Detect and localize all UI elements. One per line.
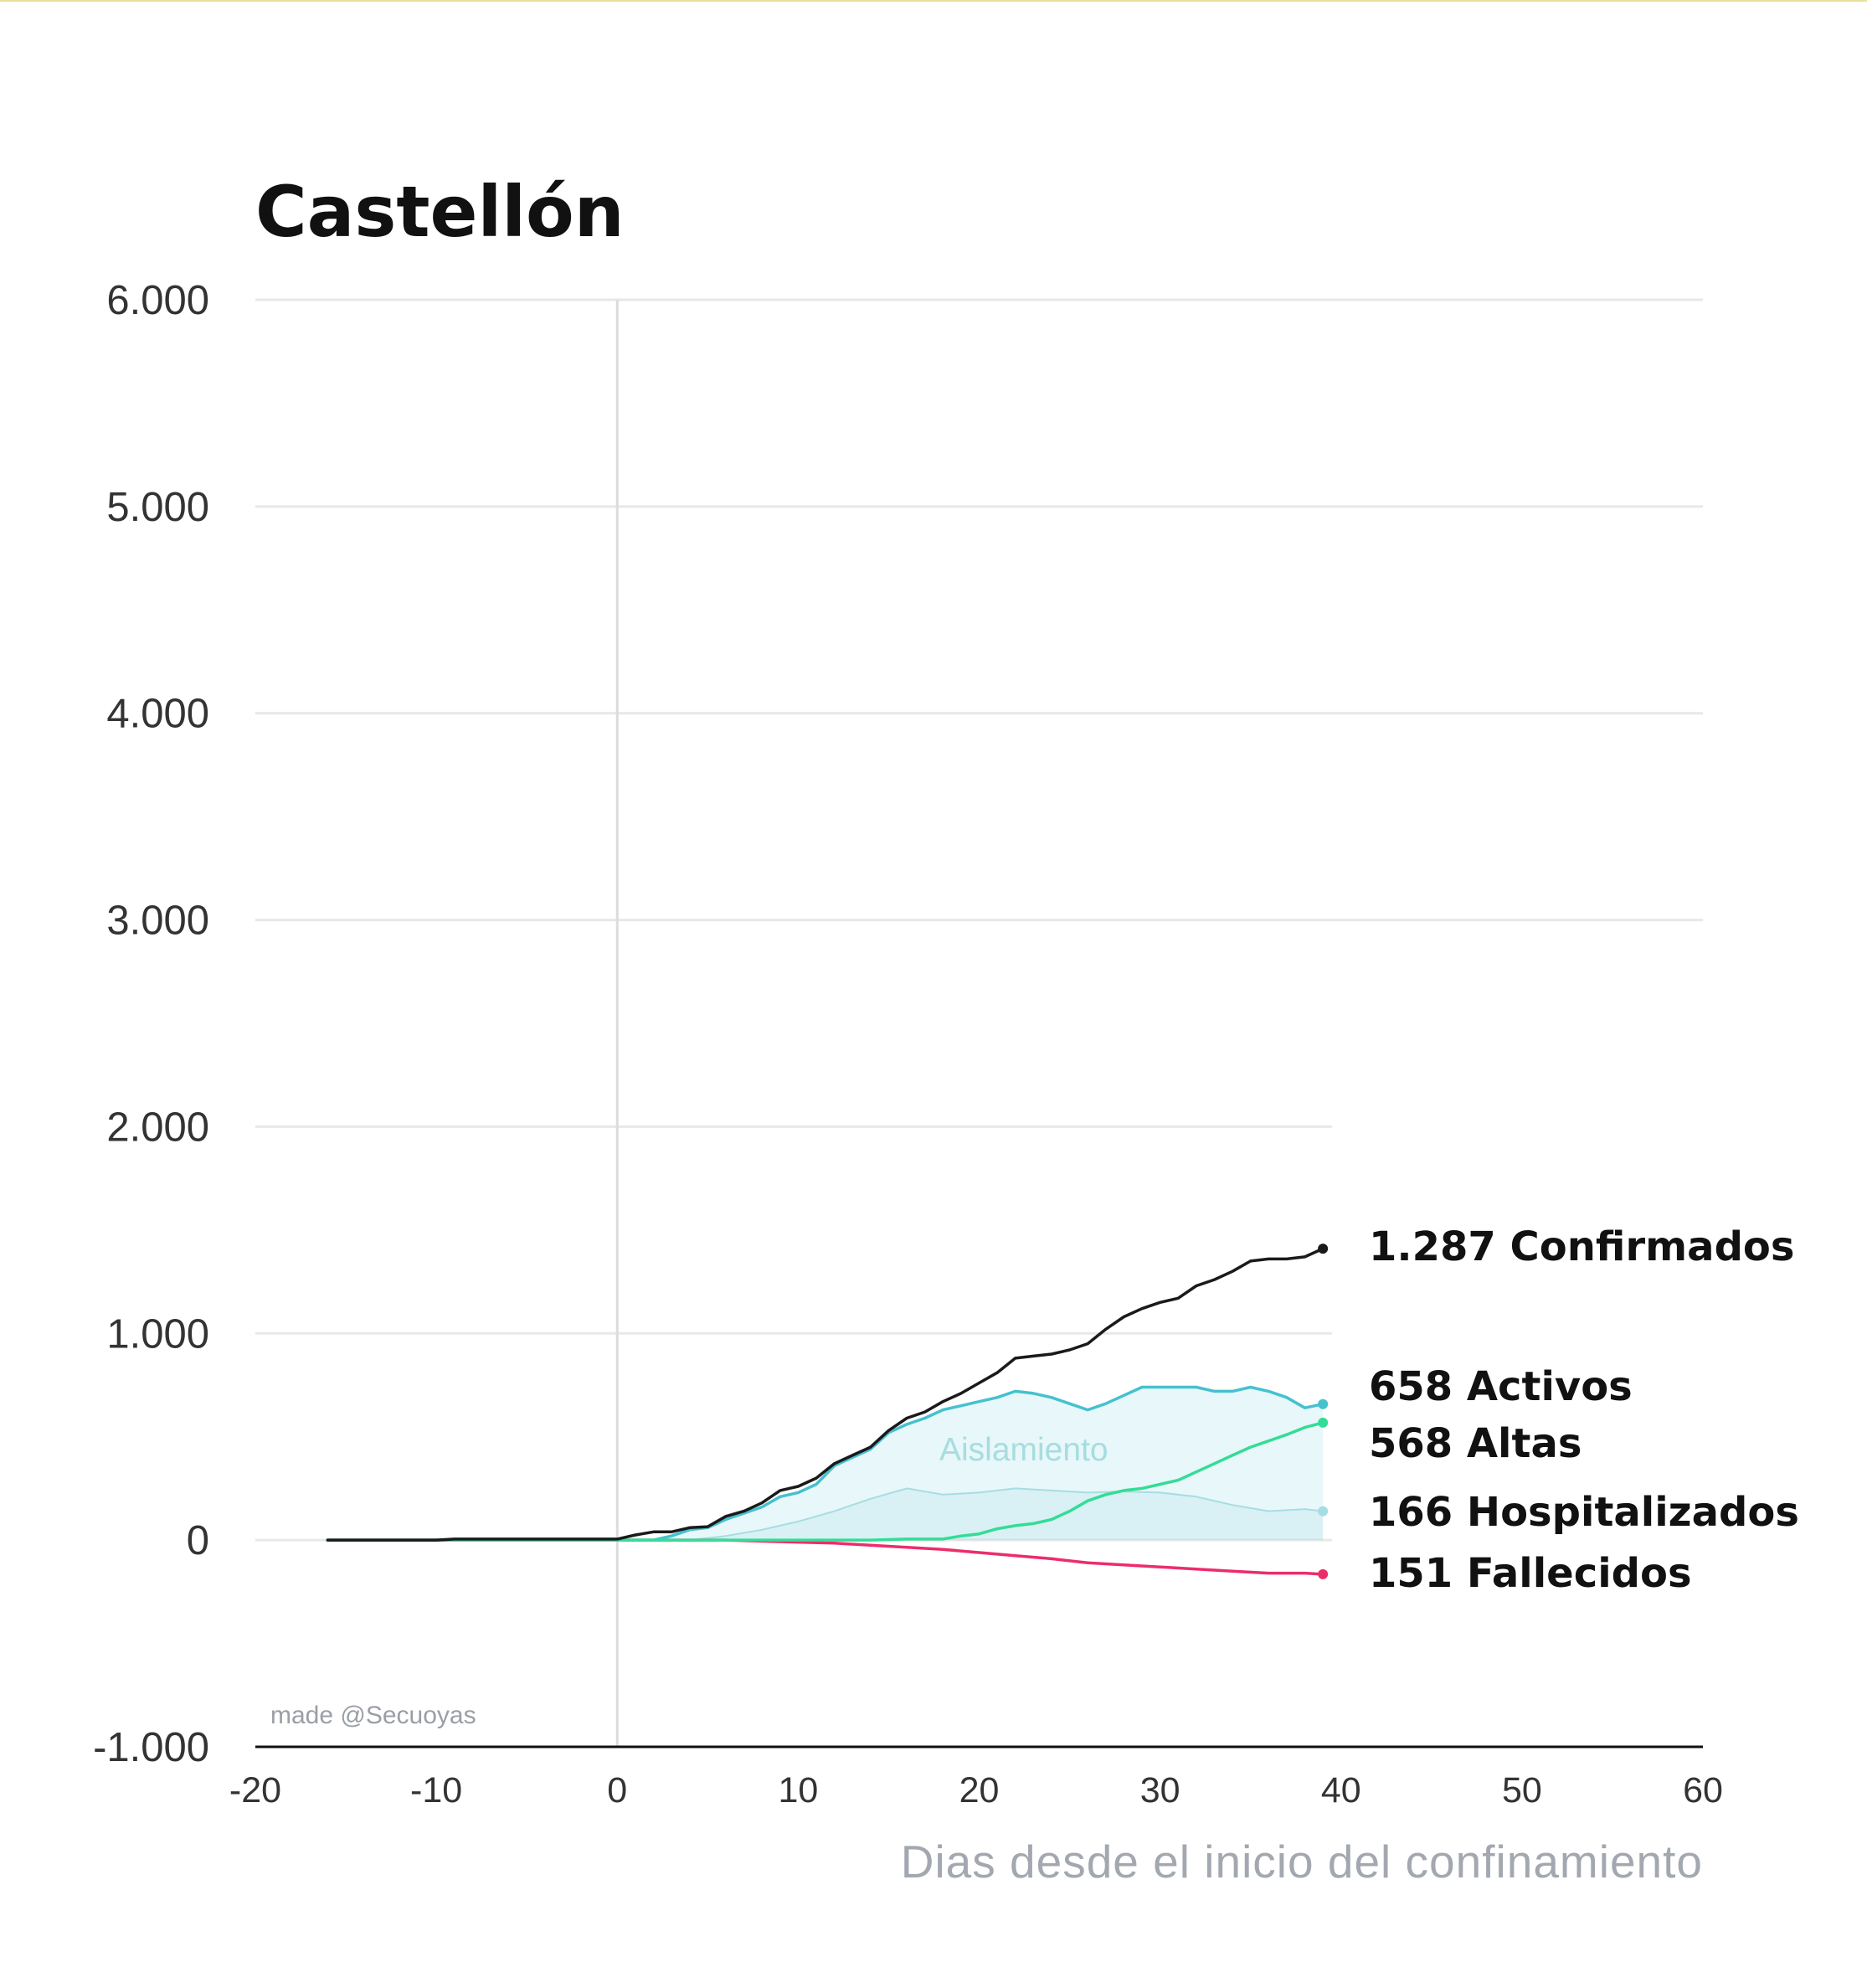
y-tick-label: 6.000 [106, 278, 209, 323]
x-tick-label: 0 [607, 1770, 627, 1810]
x-tick-label: 50 [1502, 1770, 1542, 1810]
series-lines [326, 1244, 1329, 1579]
y-tick-label: 1.000 [106, 1311, 209, 1357]
hospitalizados-end-label: 166 Hospitalizados [1369, 1489, 1799, 1536]
tick-labels: 6.000 5.000 4.000 3.000 2.000 1.000 0 -1.000 -20… [93, 278, 1723, 1810]
y-tick-label: 4.000 [106, 692, 209, 737]
activos-end-point [1318, 1398, 1329, 1409]
chart-title: Castellón [255, 171, 625, 253]
area-fills [327, 1387, 1324, 1541]
y-tick-label: 3.000 [106, 899, 209, 944]
gridlines [255, 298, 1703, 1542]
confirmados-line [326, 1247, 1324, 1542]
top-accent-line [0, 0, 1867, 2]
activos-line [326, 1385, 1324, 1542]
x-tick-label: -10 [410, 1770, 462, 1810]
hospitalizados-end-point [1318, 1506, 1329, 1517]
y-tick-label: 5.000 [106, 485, 209, 530]
x-axis-label: Dias desde el inicio del confinamiento [901, 1836, 1703, 1888]
confirmados-end-label: 1.287 Confirmados [1369, 1223, 1794, 1270]
fallecidos-line [326, 1538, 1324, 1576]
x-tick-label: -20 [229, 1770, 281, 1810]
activos-end-label: 658 Activos [1369, 1363, 1633, 1410]
x-tick-label: 40 [1321, 1770, 1361, 1810]
altas-end-label: 568 Altas [1369, 1420, 1582, 1467]
x-tick-label: 60 [1683, 1770, 1723, 1810]
y-tick-label: -1.000 [93, 1725, 209, 1770]
activos-area [327, 1387, 1324, 1541]
fallecidos-end-point [1318, 1568, 1329, 1579]
y-tick-label: 2.000 [106, 1105, 209, 1150]
hospitalizados-line [616, 1487, 1324, 1542]
confirmados-end-point [1318, 1244, 1329, 1254]
x-tick-label: 30 [1140, 1770, 1180, 1810]
credit-text: made @Secuoyas [270, 1702, 476, 1729]
altas-line [326, 1421, 1324, 1542]
y-tick-label: 0 [187, 1518, 209, 1563]
fallecidos-end-label: 151 Fallecidos [1369, 1550, 1692, 1597]
altas-end-point [1318, 1417, 1329, 1428]
axes [255, 300, 1703, 1749]
area-annotation: Aislamiento [939, 1432, 1108, 1468]
hospitalizados-area [617, 1488, 1324, 1541]
series-end-labels: 1.287 Confirmados 658 Activos 568 Altas 166… [1369, 1223, 1799, 1597]
x-tick-label: 20 [959, 1770, 1000, 1810]
x-tick-label: 10 [778, 1770, 818, 1810]
